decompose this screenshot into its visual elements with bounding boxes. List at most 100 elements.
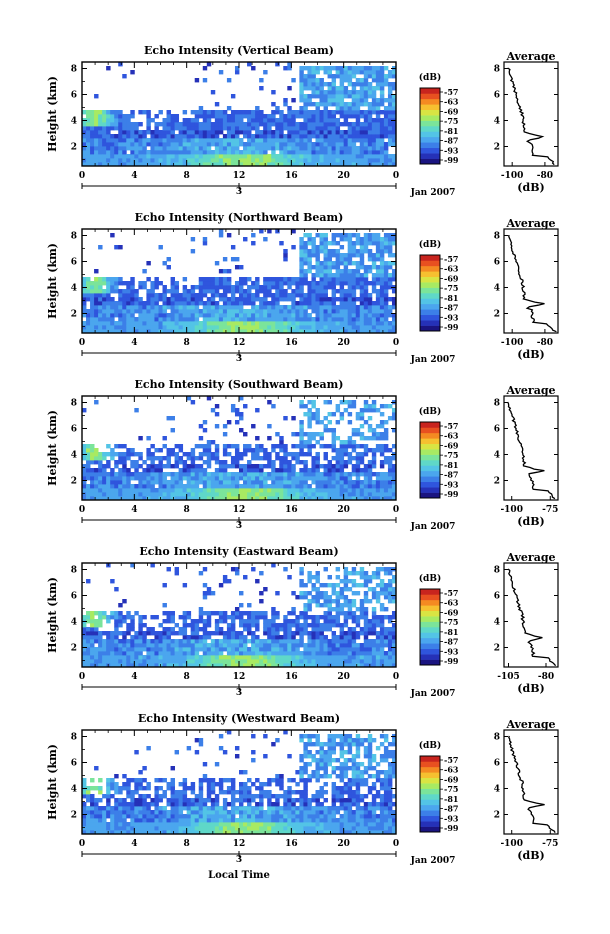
colorbar-tick-label: -57: [444, 588, 458, 598]
y-tick-label: 2: [71, 477, 77, 487]
average-y-tick-label: 8: [494, 566, 500, 576]
y-tick-label: 6: [71, 759, 77, 769]
date-label: Jan 2007: [410, 188, 456, 198]
heatmap-field: [82, 229, 396, 333]
y-tick-label: 4: [71, 117, 77, 127]
x-tick-label: 8: [184, 839, 190, 849]
colorbar-tick-label: -81: [444, 460, 458, 470]
colorbar-tick-label: -57: [444, 421, 458, 431]
colorbar: -57-63-69-75-81-87-93-99: [420, 755, 459, 833]
x-tick-label: 12: [233, 338, 246, 348]
colorbar-tick-label: -93: [444, 479, 459, 489]
average-y-tick-label: 2: [494, 644, 500, 654]
average-x-label: (dB): [517, 515, 544, 528]
x-tick-label: 0: [79, 839, 85, 849]
x-tick-label: 8: [184, 505, 190, 515]
day-label: 3: [236, 855, 242, 865]
average-title: Average: [505, 50, 555, 63]
average-y-tick-label: 4: [494, 284, 500, 294]
colorbar-tick-label: -81: [444, 794, 458, 804]
x-tick-label: 8: [184, 672, 190, 682]
average-profile-line: [509, 235, 557, 332]
x-tick-label: 12: [233, 839, 246, 849]
colorbar: -57-63-69-75-81-87-93-99: [420, 254, 459, 332]
average-x-tick-label: -80: [537, 171, 553, 181]
panel-title: Echo Intensity (Northward Beam): [135, 211, 344, 224]
date-label: Jan 2007: [410, 355, 456, 365]
colorbar-tick-label: -87: [444, 136, 458, 146]
average-y-tick-label: 2: [494, 811, 500, 821]
colorbar-tick-label: -81: [444, 627, 458, 637]
colorbar-tick-label: -69: [444, 774, 459, 784]
x-tick-label: 4: [131, 672, 137, 682]
x-tick-label: 0: [393, 171, 399, 181]
x-tick-label: 16: [285, 839, 298, 849]
average-x-tick-label: -100: [500, 505, 523, 515]
day-label: 3: [236, 354, 242, 364]
average-y-tick-label: 8: [494, 733, 500, 743]
average-y-tick-label: 8: [494, 399, 500, 409]
heatmap-field: [82, 62, 396, 166]
y-axis-label: Height (km): [46, 577, 59, 653]
colorbar-tick-label: -81: [444, 293, 458, 303]
colorbar-tick-label: -63: [444, 598, 459, 608]
average-title: Average: [505, 384, 555, 397]
colorbar-tick-label: -93: [444, 813, 459, 823]
day-label: 3: [236, 688, 242, 698]
average-y-tick-label: 6: [494, 592, 500, 602]
colorbar-tick-label: -75: [444, 784, 458, 794]
y-tick-label: 8: [71, 65, 77, 75]
x-axis-label: Local Time: [208, 870, 270, 881]
panel-1: Echo Intensity (Vertical Beam)2468Height…: [46, 44, 558, 198]
average-y-tick-label: 6: [494, 759, 500, 769]
average-y-tick-label: 8: [494, 65, 500, 75]
date-label: Jan 2007: [410, 522, 456, 532]
x-tick-label: 20: [337, 839, 350, 849]
average-y-tick-label: 8: [494, 232, 500, 242]
colorbar-tick-label: -69: [444, 273, 459, 283]
colorbar-tick-label: -87: [444, 804, 458, 814]
x-tick-label: 16: [285, 171, 298, 181]
day-label: 3: [236, 521, 242, 531]
x-tick-label: 20: [337, 338, 350, 348]
x-tick-label: 0: [393, 505, 399, 515]
x-tick-label: 12: [233, 171, 246, 181]
colorbar-tick-label: -63: [444, 765, 459, 775]
y-tick-label: 4: [71, 284, 77, 294]
panel-2: Echo Intensity (Northward Beam)2468Heigh…: [46, 211, 558, 365]
average-x-tick-label: -100: [501, 338, 524, 348]
y-axis-label: Height (km): [46, 76, 59, 152]
x-tick-label: 0: [393, 672, 399, 682]
x-tick-label: 20: [337, 505, 350, 515]
y-tick-label: 4: [71, 451, 77, 461]
x-tick-label: 4: [131, 839, 137, 849]
colorbar: -57-63-69-75-81-87-93-99: [420, 588, 459, 666]
colorbar: -57-63-69-75-81-87-93-99: [420, 421, 459, 499]
average-x-label: (dB): [517, 348, 544, 361]
x-tick-label: 16: [285, 672, 298, 682]
average-x-tick-label: -75: [542, 839, 558, 849]
colorbar-tick-label: -99: [444, 155, 459, 165]
x-tick-label: 4: [131, 505, 137, 515]
average-title: Average: [505, 718, 555, 731]
date-label: Jan 2007: [410, 689, 456, 699]
x-tick-label: 4: [131, 171, 137, 181]
colorbar-unit: (dB): [419, 239, 441, 250]
y-tick-label: 6: [71, 592, 77, 602]
average-profile-line: [509, 736, 555, 833]
x-tick-label: 0: [79, 672, 85, 682]
average-y-tick-label: 4: [494, 117, 500, 127]
colorbar-tick-label: -63: [444, 264, 459, 274]
heatmap-field: [82, 730, 396, 834]
y-tick-label: 2: [71, 143, 77, 153]
colorbar-tick-label: -75: [444, 617, 458, 627]
average-y-tick-label: 2: [494, 310, 500, 320]
y-tick-label: 6: [71, 425, 77, 435]
colorbar-tick-label: -69: [444, 440, 459, 450]
y-tick-label: 4: [71, 618, 77, 628]
day-label: 3: [236, 187, 242, 197]
y-tick-label: 8: [71, 566, 77, 576]
